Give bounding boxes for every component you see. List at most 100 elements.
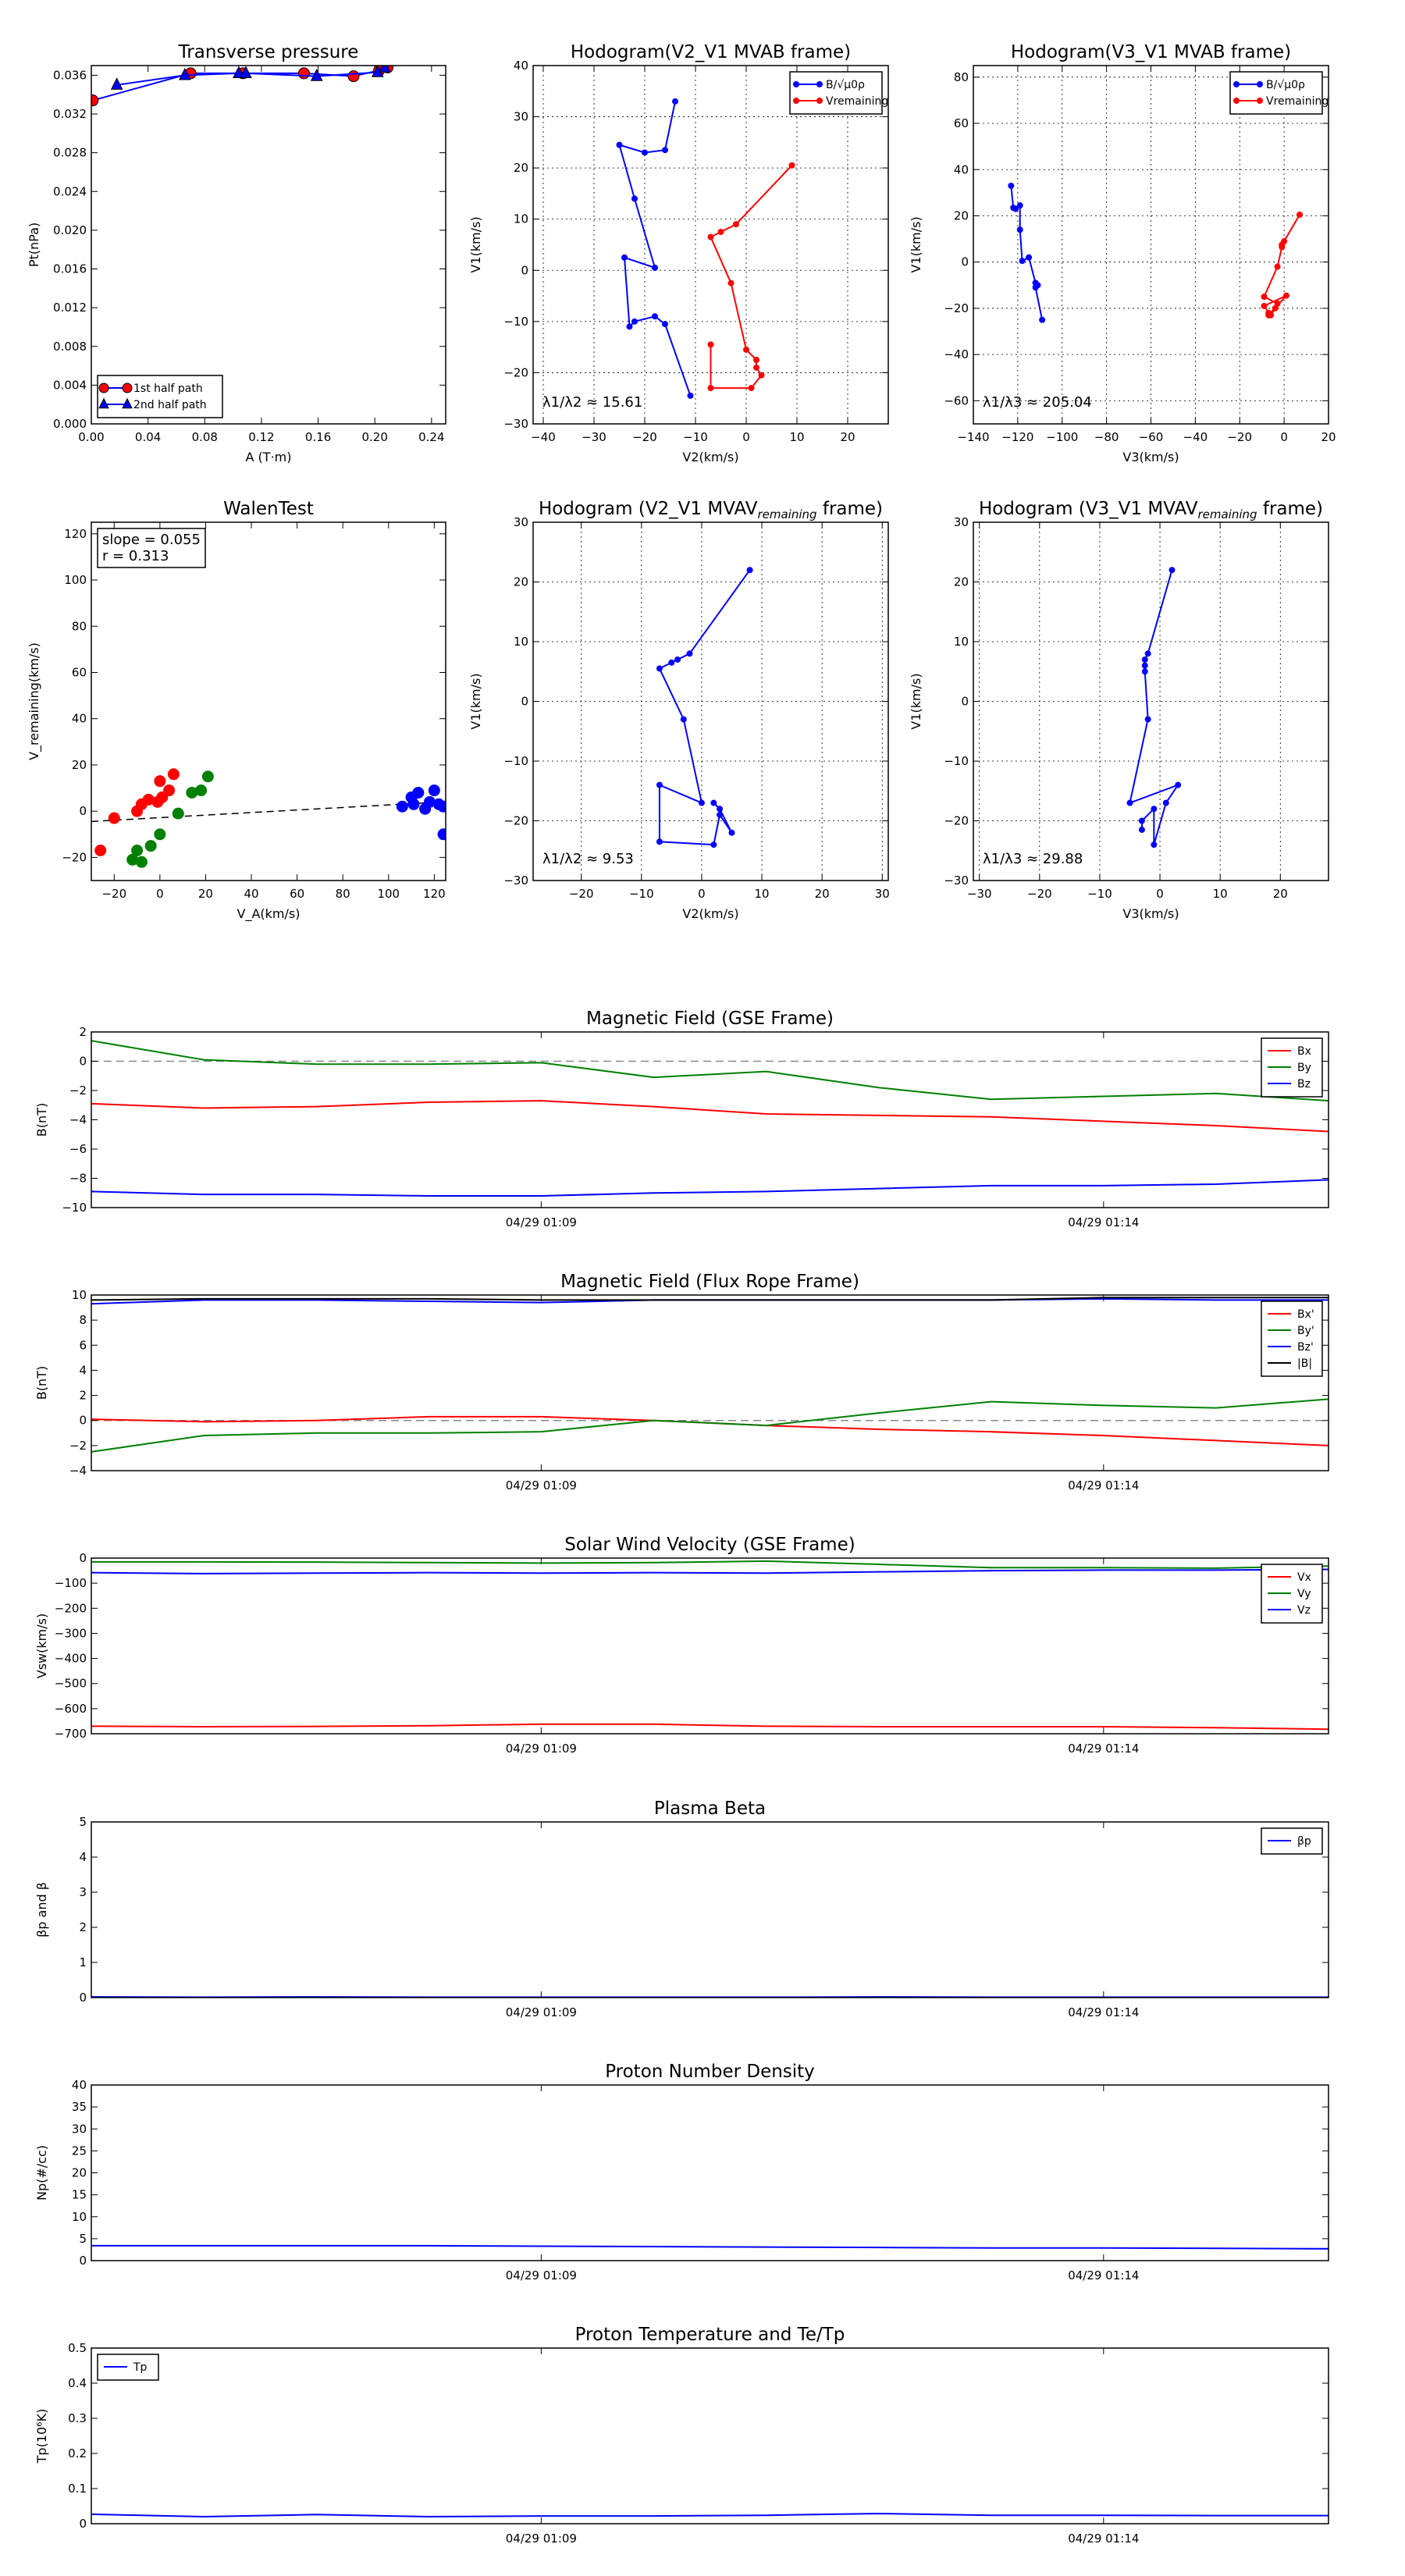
data-point bbox=[788, 162, 795, 169]
x-tick-label: 04/29 01:14 bbox=[1068, 1215, 1139, 1229]
y-tick-label: 25 bbox=[72, 2144, 87, 2158]
x-tick-label: −20 bbox=[1027, 887, 1052, 901]
stats-line: slope = 0.055 bbox=[102, 532, 201, 548]
ratio-annotation: λ1/λ3 ≈ 29.88 bbox=[983, 851, 1083, 867]
data-point bbox=[710, 799, 717, 806]
series-line bbox=[91, 1040, 1329, 1102]
x-tick-label: 120 bbox=[423, 887, 446, 901]
y-axis-label: βp and β bbox=[34, 1882, 49, 1937]
data-point bbox=[412, 786, 425, 799]
data-point bbox=[297, 67, 310, 80]
y-axis-label: B(nT) bbox=[34, 1103, 49, 1137]
series-line bbox=[91, 1100, 1329, 1133]
y-axis-label: B(nT) bbox=[34, 1366, 49, 1400]
data-point bbox=[240, 66, 252, 79]
axes-frame bbox=[91, 2084, 1329, 2261]
data-point bbox=[1144, 650, 1151, 657]
y-tick-label: 2 bbox=[79, 1389, 87, 1403]
legend: Bx By Bz bbox=[1261, 1037, 1323, 1098]
axes-frame bbox=[91, 1821, 1329, 1998]
data-point bbox=[396, 800, 408, 813]
legend-entry: |B| bbox=[1297, 1357, 1312, 1370]
data-point bbox=[1141, 656, 1148, 663]
x-tick-label: −100 bbox=[1046, 430, 1078, 444]
x-tick-label: 20 bbox=[198, 887, 213, 901]
x-tick-label: 30 bbox=[875, 887, 890, 901]
legend-swatch-marker bbox=[122, 397, 133, 409]
legend-entry: 2nd half path bbox=[133, 399, 207, 411]
chart-title: Plasma Beta bbox=[654, 1799, 766, 1819]
y-tick-label: −700 bbox=[55, 1727, 87, 1741]
y-tick-label: −200 bbox=[55, 1601, 87, 1615]
x-tick-label: 04/29 01:14 bbox=[1068, 1742, 1139, 1756]
legend-entry: 1st half path bbox=[133, 382, 203, 395]
chart-title-subscript: remaining bbox=[1197, 507, 1257, 521]
x-tick-label: 04/29 01:09 bbox=[506, 2005, 577, 2019]
x-tick-label: −30 bbox=[582, 430, 606, 444]
y-tick-label: −4 bbox=[69, 1464, 87, 1478]
data-point bbox=[201, 770, 214, 783]
data-point bbox=[717, 229, 724, 236]
data-point bbox=[743, 346, 749, 353]
y-tick-label: 0.000 bbox=[53, 417, 87, 431]
axes-frame bbox=[91, 1031, 1329, 1208]
data-point bbox=[1297, 212, 1304, 219]
x-tick-label: −20 bbox=[632, 430, 657, 444]
chart-transverse_pressure: Transverse pressure 0.00 0.04 0.08 0.12 0.16 0… bbox=[27, 42, 446, 464]
y-tick-label: 30 bbox=[954, 515, 969, 529]
y-tick-label: −30 bbox=[503, 873, 528, 888]
x-tick-label: 04/29 01:14 bbox=[1068, 2532, 1139, 2546]
legend-swatch-marker bbox=[816, 98, 823, 104]
x-tick-label: 04/29 01:09 bbox=[506, 1742, 577, 1756]
x-tick-label: 20 bbox=[1273, 887, 1288, 901]
x-axis-label: V_A(km/s) bbox=[237, 906, 301, 922]
data-point bbox=[698, 799, 705, 806]
y-tick-label: 20 bbox=[954, 208, 969, 222]
y-tick-label: −6 bbox=[69, 1142, 87, 1156]
legend-swatch-marker bbox=[98, 382, 109, 393]
y-tick-label: 1 bbox=[79, 1955, 87, 1969]
chart-proton_number_density: Proton Number Density 04/29 01:09 04/29 01… bbox=[34, 2062, 1329, 2282]
x-tick-label: −80 bbox=[1094, 430, 1119, 444]
y-tick-label: 4 bbox=[79, 1850, 87, 1864]
data-point bbox=[437, 800, 446, 813]
plot-area bbox=[91, 768, 446, 868]
data-point bbox=[717, 806, 724, 813]
x-tick-label: −10 bbox=[683, 430, 708, 444]
y-tick-label: 10 bbox=[954, 635, 969, 649]
plot-area bbox=[91, 66, 394, 107]
x-tick-label: 0.04 bbox=[135, 430, 161, 444]
x-tick-label: −40 bbox=[531, 430, 556, 444]
y-tick-label: 0 bbox=[961, 695, 969, 709]
axes-frame bbox=[91, 65, 446, 425]
chart-title: Solar Wind Velocity (GSE Frame) bbox=[564, 1535, 855, 1555]
y-tick-label: −10 bbox=[503, 754, 528, 768]
chart-hodogram_v2v1_mvav: Hodogram (V2_V1 MVAVremaining frame) −20 −… bbox=[468, 499, 890, 921]
y-tick-label: 35 bbox=[72, 2100, 87, 2114]
legend-entry: Bx bbox=[1297, 1045, 1311, 1058]
data-point bbox=[1151, 841, 1158, 849]
x-tick-label: −140 bbox=[957, 430, 989, 444]
x-tick-label: 20 bbox=[1321, 430, 1336, 444]
data-point bbox=[748, 385, 755, 392]
data-point bbox=[94, 845, 107, 857]
data-point bbox=[347, 70, 360, 83]
y-tick-label: 0.032 bbox=[53, 107, 87, 121]
y-tick-label: 0.016 bbox=[53, 262, 87, 276]
axes-frame bbox=[91, 521, 446, 881]
axes-frame bbox=[973, 65, 1329, 425]
data-point bbox=[1019, 258, 1026, 265]
data-point bbox=[172, 807, 184, 820]
legend-entry: Vx bbox=[1297, 1571, 1311, 1584]
y-tick-label: 5 bbox=[79, 1815, 87, 1829]
y-tick-label: −20 bbox=[944, 301, 969, 315]
x-tick-label: −20 bbox=[1227, 430, 1252, 444]
data-point bbox=[686, 650, 693, 657]
legend-entry: B/√μ0ρ bbox=[1266, 79, 1305, 91]
y-axis-label: V1(km/s) bbox=[468, 216, 483, 272]
y-tick-label: −8 bbox=[69, 1172, 87, 1186]
data-point bbox=[407, 798, 420, 810]
data-point bbox=[1265, 309, 1272, 316]
y-tick-label: −300 bbox=[55, 1626, 87, 1640]
data-point bbox=[310, 69, 323, 81]
